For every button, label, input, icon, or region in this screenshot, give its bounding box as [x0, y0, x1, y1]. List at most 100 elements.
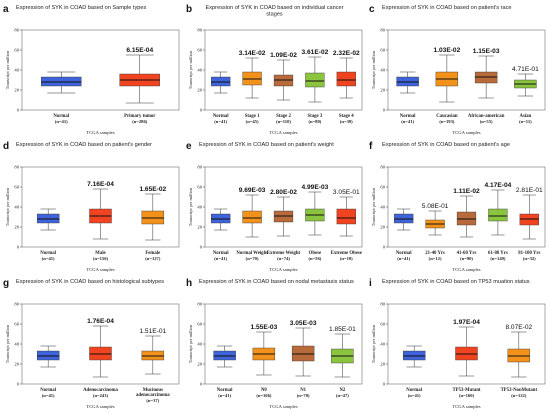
y-tick-label: 0: [17, 108, 20, 113]
category-label: Stage 4: [339, 114, 354, 119]
y-tick-label: 80: [380, 28, 385, 33]
y-axis-label: Transcript per million: [188, 187, 193, 226]
iqr-box: [36, 350, 60, 361]
sample-size-label: (n=10): [340, 256, 353, 261]
panel-label: e: [186, 141, 192, 152]
category-label: Obese: [309, 251, 322, 256]
p-value-label: 2.81E-01: [516, 187, 543, 194]
p-value-label: 1.55E-03: [250, 324, 277, 331]
y-tick-label: 60: [197, 48, 202, 53]
y-tick-label: 60: [14, 48, 19, 53]
y-tick-label: 60: [197, 322, 202, 327]
category-label: Normal: [217, 388, 233, 393]
box-plot: [456, 195, 477, 238]
chart-title: Expression of SYK in COAD based on indiv…: [205, 5, 343, 18]
sample-size-label: (n=56): [308, 256, 321, 261]
box-plot: [273, 196, 294, 237]
y-tick-label: 40: [14, 342, 19, 347]
sample-size-label: (n=243): [93, 393, 109, 398]
y-tick-label: 20: [14, 362, 19, 367]
y-tick-label: 20: [380, 225, 385, 230]
sample-size-label: (n=193): [439, 119, 455, 124]
panel-label: b: [186, 4, 192, 15]
box-plot: [41, 71, 82, 94]
sample-size-label: (n=156): [93, 256, 109, 261]
p-value-label: 4.71E-01: [512, 66, 539, 73]
x-axis-label: TCGA samples: [452, 130, 480, 135]
iqr-box: [519, 213, 539, 226]
y-tick-label: 40: [197, 68, 202, 73]
p-value-label: 9.69E-03: [239, 187, 266, 194]
p-value-label: 3.05E-03: [290, 320, 317, 327]
box-plot: [402, 345, 426, 368]
y-tick-label: 20: [380, 88, 385, 93]
iqr-box: [36, 213, 60, 224]
plot-frame: [204, 303, 363, 385]
sample-size-label: (n=127): [145, 256, 161, 261]
iqr-box: [402, 350, 426, 361]
category-label: Normal: [213, 114, 229, 119]
category-label: Normal: [396, 251, 412, 256]
category-label: 81-100 Yrs: [518, 251, 540, 256]
chart-title: Expression of SYK in COAD based on histo…: [16, 279, 164, 285]
panel-label: a: [3, 4, 9, 15]
category-label: Caucasian: [436, 114, 458, 119]
y-axis-label: Transcript per million: [188, 324, 193, 363]
sample-size-label: (n=45): [246, 119, 259, 124]
sample-size-label: (n=41): [214, 256, 227, 261]
p-value-label: 1.76E-04: [87, 318, 114, 325]
category-label: Adenocarcinoma: [83, 388, 118, 393]
iqr-box: [291, 345, 315, 362]
y-tick-label: 0: [200, 245, 203, 250]
box-plot: [474, 55, 498, 99]
box-plot: [89, 325, 112, 378]
sample-size-label: (n=110): [276, 119, 291, 124]
p-value-label: 7.16E-04: [87, 181, 114, 188]
box-plot: [507, 331, 531, 378]
box-plot: [455, 326, 478, 377]
y-tick-label: 60: [380, 48, 385, 53]
y-axis-label: Transcript per million: [371, 50, 376, 89]
category-label: Normal: [213, 251, 229, 256]
iqr-box: [213, 350, 236, 361]
chart-title: Expression of SYK in COAD based on patie…: [382, 142, 510, 148]
y-tick-label: 80: [14, 165, 19, 170]
p-value-label: 1.15E-03: [473, 48, 500, 55]
sample-size-label: (n=32): [523, 256, 536, 261]
category-label: African-american: [468, 114, 505, 119]
category-label: Stage 1: [245, 114, 260, 119]
y-tick-label: 60: [380, 185, 385, 190]
category-label: Normal: [40, 388, 56, 393]
x-axis-label: TCGA samples: [269, 404, 297, 409]
box-plot: [425, 210, 445, 236]
category-label: TP53-Mutant: [453, 388, 481, 393]
x-axis-label: TCGA samples: [86, 404, 114, 409]
y-tick-label: 20: [197, 362, 202, 367]
iqr-box: [455, 346, 478, 361]
sample-size-label: (n=90): [460, 256, 473, 261]
box-plot: [394, 208, 414, 231]
category-label: 21-40 Yrs: [425, 251, 445, 256]
p-value-label: 6.15E-04: [126, 47, 153, 54]
p-value-label: 3.61E-02: [302, 49, 329, 56]
iqr-box: [394, 213, 414, 224]
sample-size-label: (n=80): [308, 119, 321, 124]
p-value-label: 1.03E-02: [433, 47, 460, 54]
category-label: TP53-NonMutant: [501, 388, 538, 393]
y-tick-label: 80: [14, 28, 19, 33]
y-tick-label: 0: [200, 382, 203, 387]
box-plot: [242, 194, 262, 238]
category-label: Extreme Obese: [331, 251, 362, 256]
box-plot: [336, 57, 356, 99]
y-tick-label: 0: [200, 108, 203, 113]
panel-a: a Expression of SYK in COAD based on Samp…: [3, 4, 180, 135]
p-value-label: 2.32E-02: [333, 50, 360, 57]
p-value-label: 1.09E-02: [270, 52, 297, 59]
iqr-box: [273, 210, 294, 223]
panel-label: d: [3, 141, 9, 152]
iqr-box: [211, 213, 231, 224]
category-label: Mucinous adenocarcinoma: [136, 388, 170, 398]
box-plot: [211, 208, 231, 231]
sample-size-label: (n=41): [218, 393, 231, 398]
p-value-label: 4.17E-04: [485, 182, 512, 189]
